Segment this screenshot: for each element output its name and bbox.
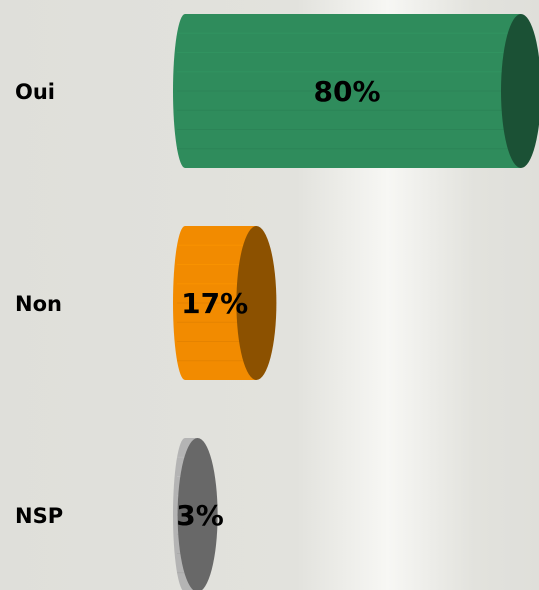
bar-cap <box>501 14 539 168</box>
category-label: NSP <box>15 504 63 528</box>
category-label: Oui <box>15 80 55 104</box>
value-label: 80% <box>313 75 380 108</box>
bar-cap <box>236 226 277 380</box>
value-label: 17% <box>181 287 248 320</box>
value-label: 3% <box>176 499 224 532</box>
category-label: Non <box>15 292 62 316</box>
bar-cap <box>177 438 218 590</box>
